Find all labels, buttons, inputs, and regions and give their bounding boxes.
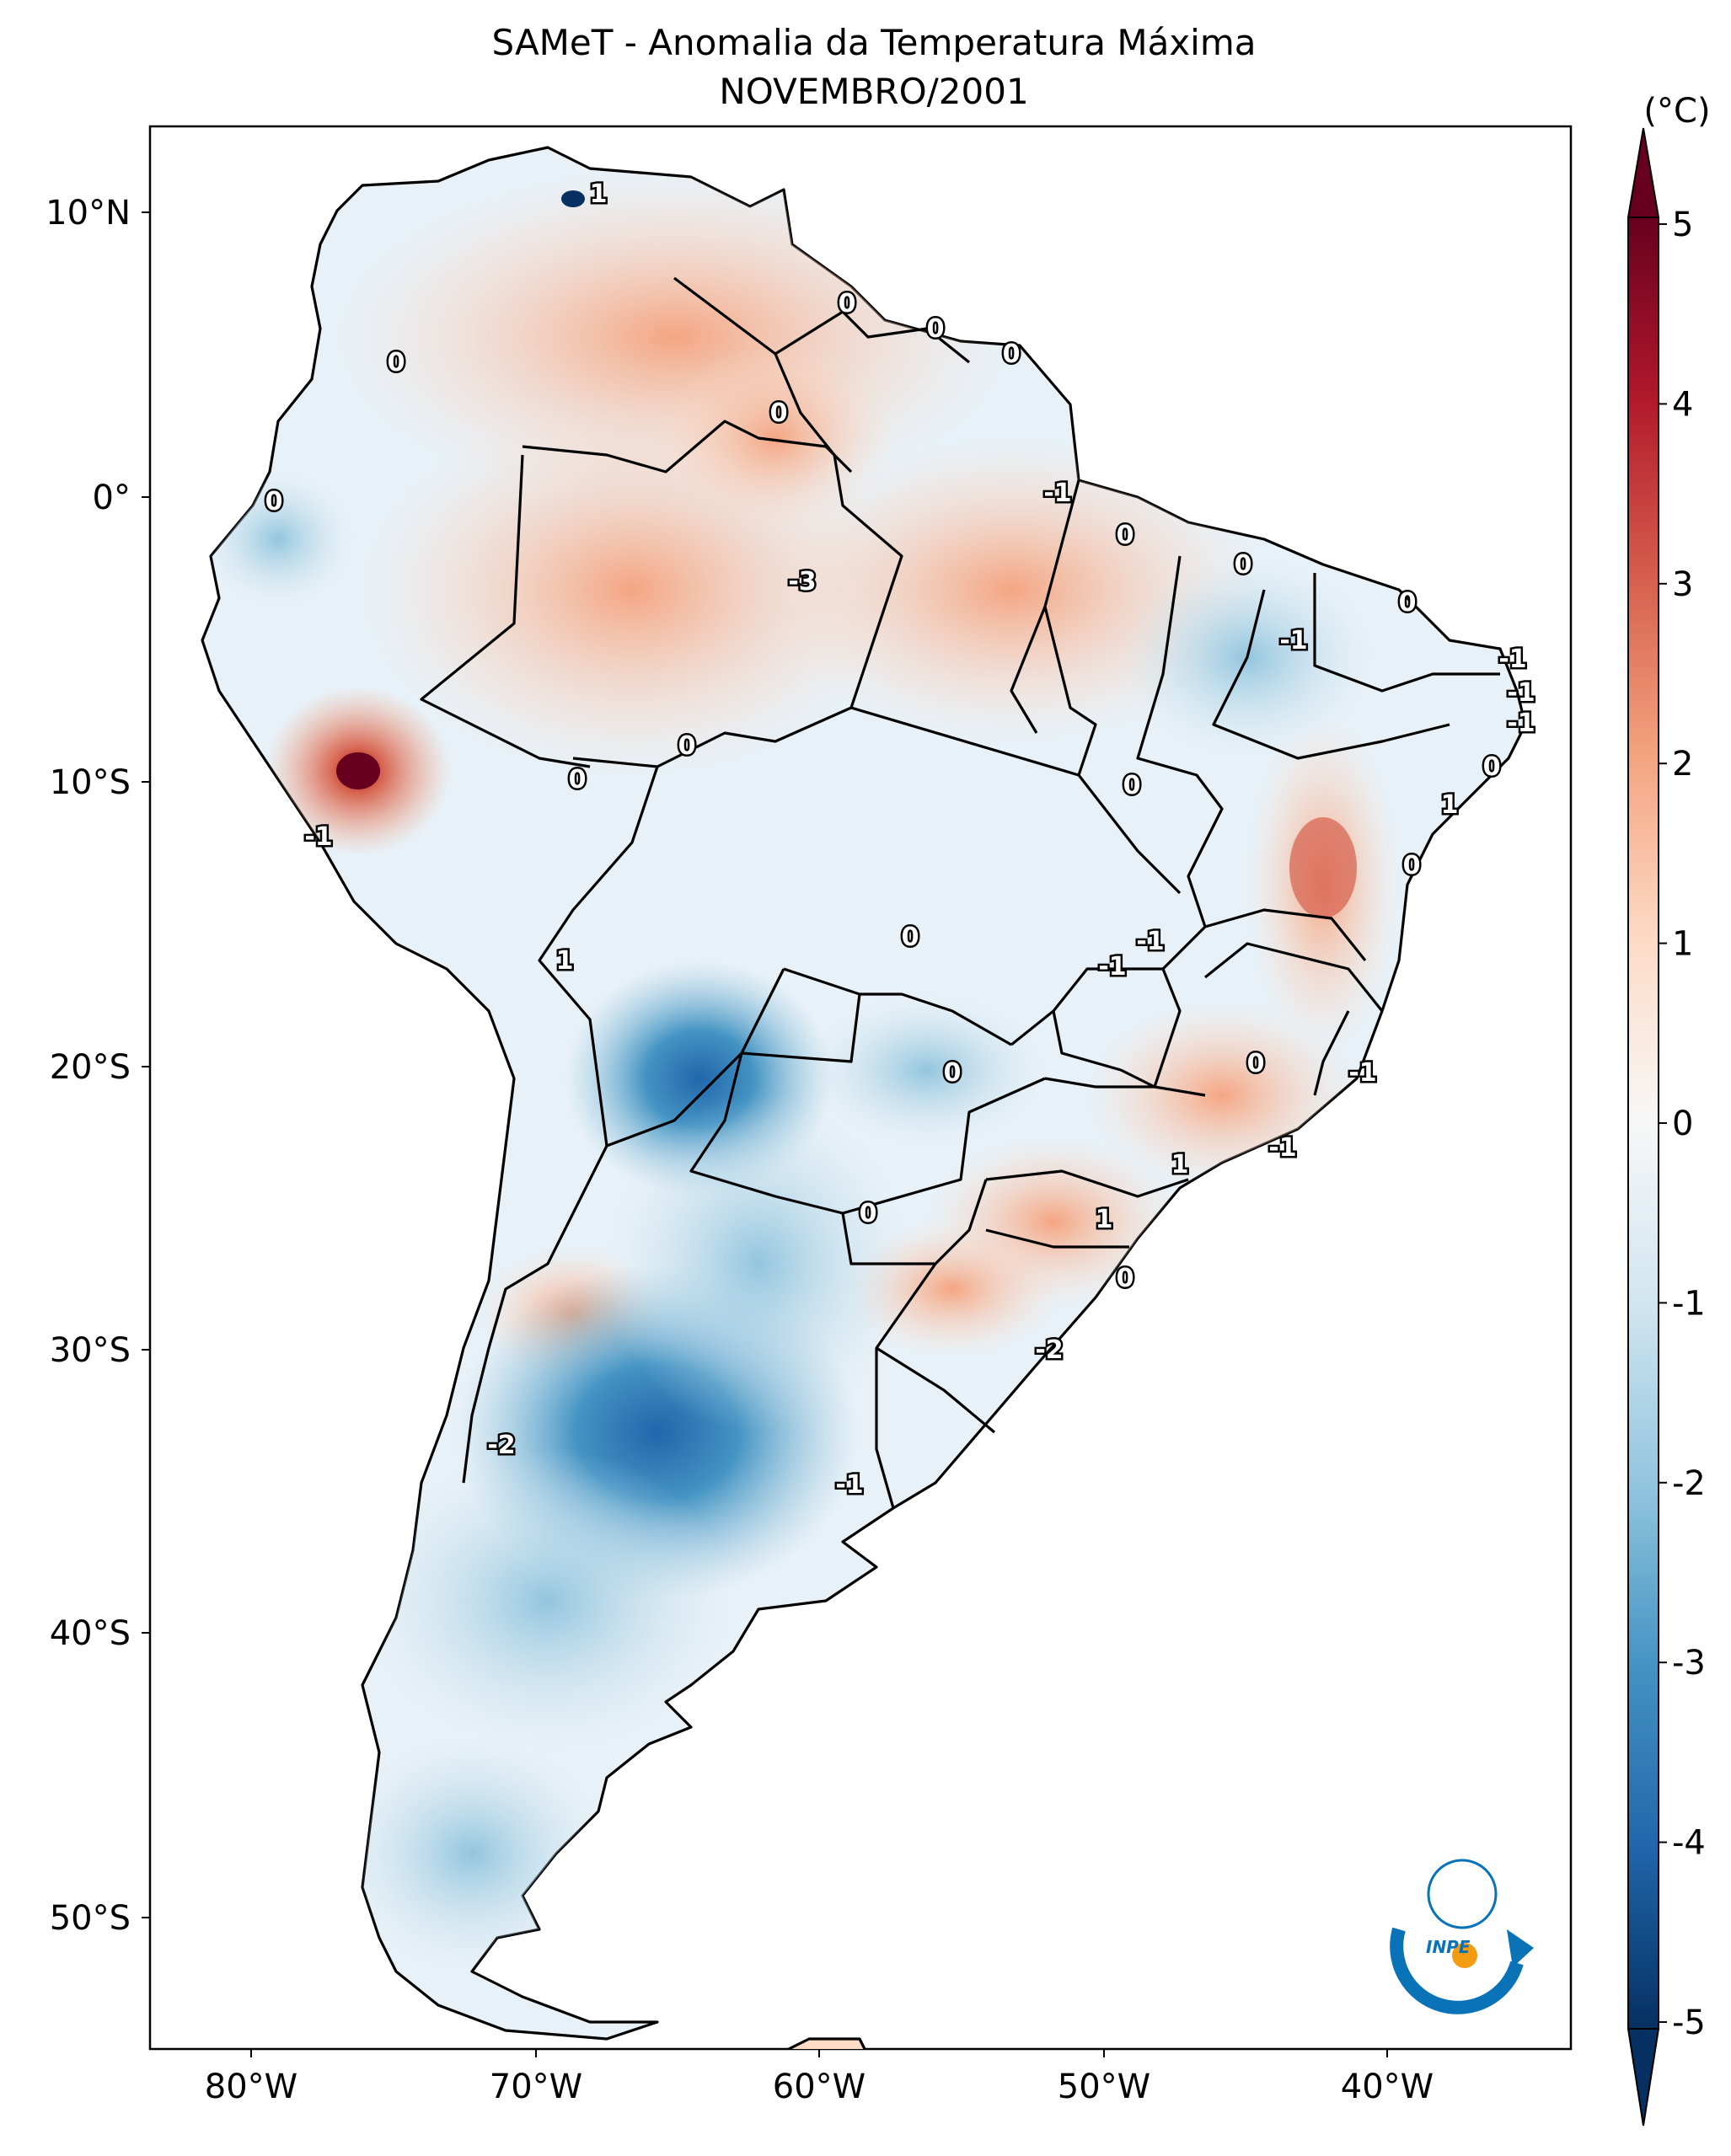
- political-borders: [420, 276, 1500, 1509]
- contour-label: 0: [1003, 340, 1021, 369]
- colorbar: (°C) 5 4 3 2 1 0 -1 -2 -3 -4 -5: [1626, 92, 1711, 2127]
- colorbar-min-arrow: [1626, 2028, 1660, 2127]
- contour-label: -2: [487, 1431, 515, 1460]
- contour-label: -1: [835, 1470, 863, 1500]
- axis-ticks: [142, 211, 1388, 2057]
- colorbar-max-arrow: [1626, 127, 1660, 218]
- contour-label: -1: [1043, 479, 1071, 508]
- contour-label: -2: [1035, 1335, 1063, 1365]
- contour-label: 0: [1399, 588, 1417, 618]
- lon-label: 40°W: [1341, 2068, 1434, 2106]
- contour-label: -1: [1348, 1058, 1376, 1088]
- longitude-labels: 80°W 70°W 60°W 50°W 40°W: [205, 2068, 1434, 2106]
- colorbar-tick-label: 1: [1672, 925, 1693, 964]
- contour-label: 0: [1123, 771, 1141, 800]
- map-subtitle: NOVEMBRO/2001: [719, 71, 1029, 112]
- contour-label: -1: [1136, 927, 1164, 956]
- colorbar-tick-label: -2: [1672, 1464, 1706, 1503]
- contour-label: 0: [1483, 752, 1501, 782]
- lat-label: 40°S: [50, 1614, 131, 1653]
- contour-label: 0: [770, 399, 788, 428]
- lon-label: 70°W: [490, 2068, 582, 2106]
- inpe-logo: INPE: [1390, 1859, 1534, 2014]
- lat-label: 30°S: [50, 1331, 131, 1370]
- contour-label: -1: [1098, 952, 1126, 982]
- colorbar-tick-label: -3: [1672, 1644, 1706, 1683]
- colorbar-tick-label: 0: [1672, 1105, 1693, 1143]
- contour-label: 0: [1403, 851, 1421, 880]
- contour-label: 0: [1235, 550, 1252, 580]
- lat-label: 10°S: [50, 763, 131, 802]
- contour-label: 1: [1096, 1205, 1113, 1234]
- contour-label: -1: [1498, 645, 1526, 674]
- contour-label: 0: [265, 487, 283, 516]
- colorbar-tick-label: 2: [1672, 745, 1693, 784]
- contour-label: -1: [1507, 678, 1535, 708]
- contour-label: 0: [569, 765, 587, 794]
- colorbar-tick-label: -5: [1672, 2004, 1706, 2042]
- lon-label: 60°W: [773, 2068, 866, 2106]
- colorbar-tick-label: 5: [1672, 206, 1693, 244]
- lat-label: 50°S: [50, 1899, 131, 1938]
- contour-label: 0: [944, 1058, 962, 1088]
- latitude-labels: 10°N 0° 10°S 20°S 30°S 40°S 50°S: [46, 194, 131, 1938]
- contour-label: 0: [1117, 521, 1134, 550]
- contour-label: 0: [860, 1199, 877, 1228]
- colorbar-tick-label: -1: [1672, 1284, 1706, 1323]
- contour-label: -3: [788, 567, 816, 597]
- colorbar-gradient: [1628, 217, 1659, 2029]
- logo-text: INPE: [1426, 1937, 1471, 1957]
- lat-label: 20°S: [50, 1048, 131, 1087]
- lon-label: 80°W: [205, 2068, 297, 2106]
- contour-label: 0: [839, 289, 856, 318]
- contour-label: 0: [1247, 1049, 1265, 1078]
- contour-labels: 1 0 0 0 0 0 0 -1 0 -3 0 -1 0 -1 -1 -1 0 …: [263, 178, 1537, 1502]
- contour-label: 1: [1441, 790, 1459, 820]
- colorbar-tick-label: 3: [1672, 565, 1693, 604]
- contour-label: 0: [678, 731, 696, 761]
- contour-label: -1: [1279, 626, 1307, 655]
- colorbar-tick-label: -4: [1672, 1824, 1706, 1863]
- contour-label: 1: [556, 946, 574, 976]
- contour-label: -1: [304, 822, 332, 852]
- contour-label: 0: [927, 314, 945, 344]
- contour-label: 0: [388, 348, 405, 377]
- contour-label: -1: [1268, 1133, 1296, 1163]
- contour-label: 1: [590, 179, 608, 209]
- contour-label: 0: [1117, 1264, 1134, 1293]
- lat-label: 10°N: [46, 194, 131, 233]
- lat-label: 0°: [93, 479, 131, 517]
- contour-label: 1: [1171, 1150, 1189, 1180]
- lon-label: 50°W: [1058, 2068, 1150, 2106]
- colorbar-tick-label: 4: [1672, 385, 1693, 424]
- colorbar-unit: (°C): [1643, 92, 1710, 131]
- contour-label: 0: [902, 923, 919, 952]
- contour-label: -1: [1507, 709, 1535, 738]
- map-title: SAMeT - Anomalia da Temperatura Máxima: [491, 22, 1257, 63]
- falkland-islands: [785, 2037, 866, 2049]
